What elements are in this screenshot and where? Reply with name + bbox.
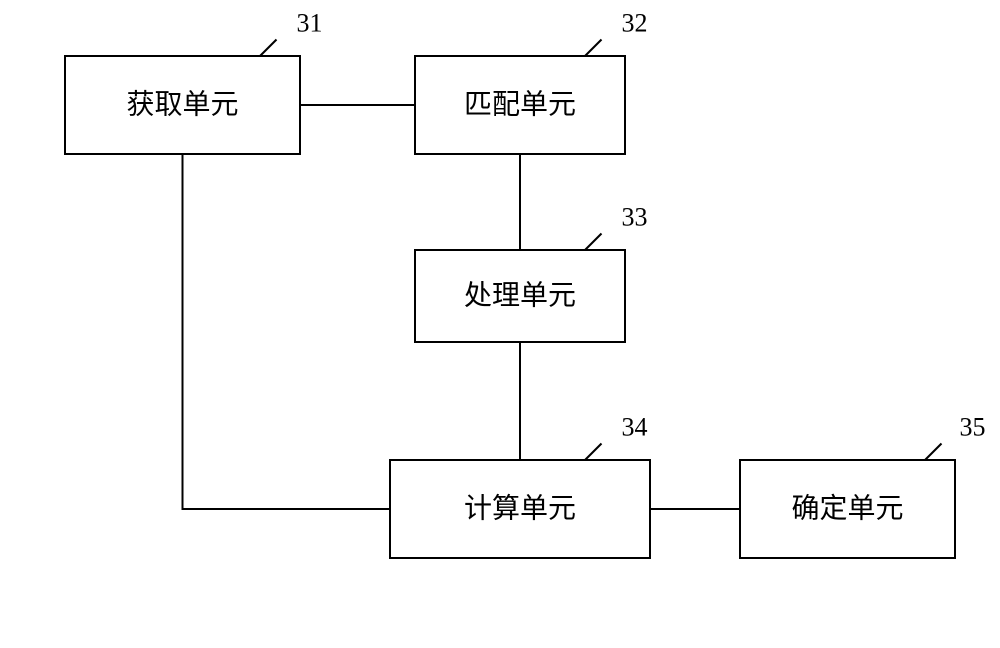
node-n33-label: 处理单元 [464, 279, 576, 311]
node-n34-label: 计算单元 [464, 492, 576, 524]
node-n31-label: 获取单元 [126, 88, 238, 120]
node-n32-label: 匹配单元 [464, 88, 576, 120]
node-n35-label: 确定单元 [791, 492, 903, 524]
node-n33-number: 33 [622, 202, 648, 231]
node-n32-number: 32 [622, 8, 648, 37]
node-n31-number: 31 [297, 8, 323, 37]
node-n35-number: 35 [960, 412, 986, 441]
node-n34-number: 34 [622, 412, 648, 441]
